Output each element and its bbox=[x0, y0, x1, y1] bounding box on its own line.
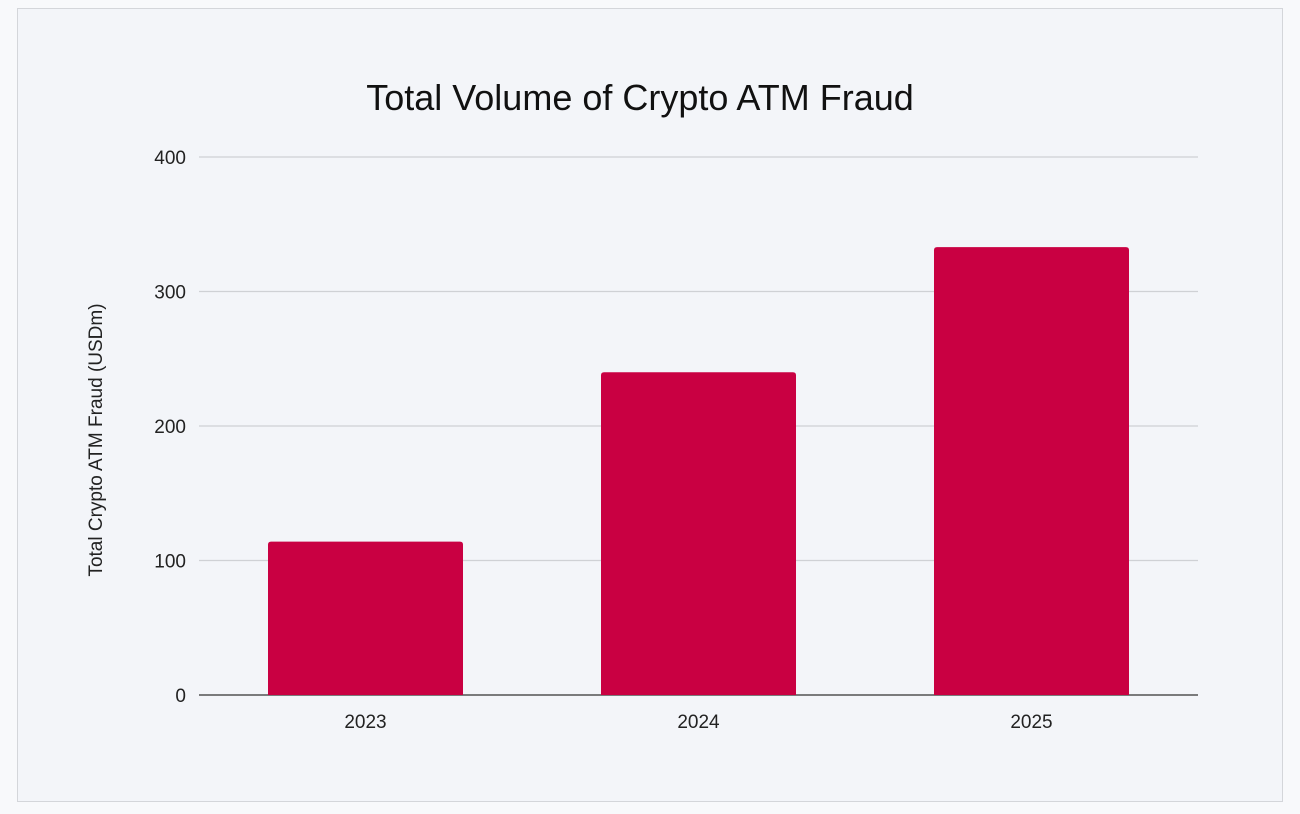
chart-title: Total Volume of Crypto ATM Fraud bbox=[366, 77, 914, 118]
x-tick-label: 2025 bbox=[1010, 712, 1052, 733]
y-tick-label: 0 bbox=[175, 686, 186, 707]
x-tick-label: 2023 bbox=[344, 712, 386, 733]
bar-2025 bbox=[934, 247, 1129, 696]
bar-2024 bbox=[601, 372, 796, 695]
y-axis-label: Total Crypto ATM Fraud (USDm) bbox=[86, 303, 107, 576]
y-tick-label: 200 bbox=[154, 417, 186, 438]
y-tick-label: 300 bbox=[154, 283, 186, 304]
x-tick-label: 2024 bbox=[677, 712, 720, 733]
y-tick-label: 400 bbox=[154, 148, 186, 169]
bar-2023 bbox=[268, 541, 463, 695]
y-tick-label: 100 bbox=[154, 552, 186, 573]
